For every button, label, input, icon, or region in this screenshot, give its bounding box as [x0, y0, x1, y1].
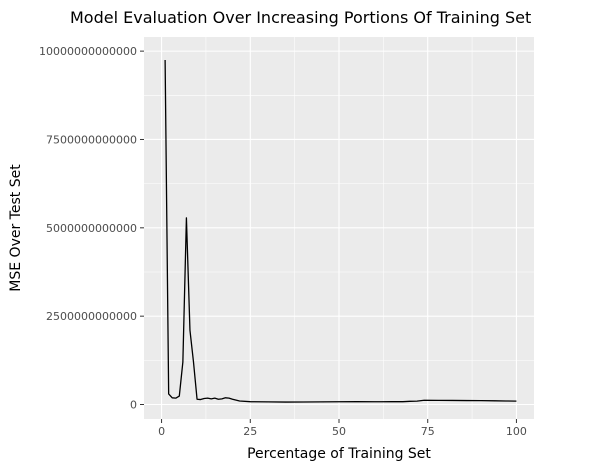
x-tick-label: 100 — [506, 425, 527, 438]
y-axis-title: MSE Over Test Set — [8, 164, 24, 292]
y-tick-label: 0 — [130, 399, 137, 412]
x-tick-label: 25 — [243, 425, 257, 438]
x-axis: 0 25 50 75 100 — [158, 419, 527, 438]
series-line-1 — [164, 59, 517, 403]
y-axis: 0 2500000000000 5000000000000 7500000000000… — [39, 45, 144, 412]
x-tick-label: 75 — [421, 425, 435, 438]
x-tick-label: 50 — [332, 425, 346, 438]
series-layer — [164, 59, 517, 403]
chart-title: Model Evaluation Over Increasing Portion… — [70, 8, 531, 27]
x-axis-title: Percentage of Training Set — [247, 446, 431, 462]
y-tick-label: 10000000000000 — [39, 45, 137, 58]
y-tick-label: 5000000000000 — [46, 222, 137, 235]
y-tick-label: 2500000000000 — [46, 310, 137, 323]
grid-major — [144, 37, 534, 419]
x-tick-label: 0 — [158, 425, 165, 438]
y-tick-label: 7500000000000 — [46, 133, 137, 146]
